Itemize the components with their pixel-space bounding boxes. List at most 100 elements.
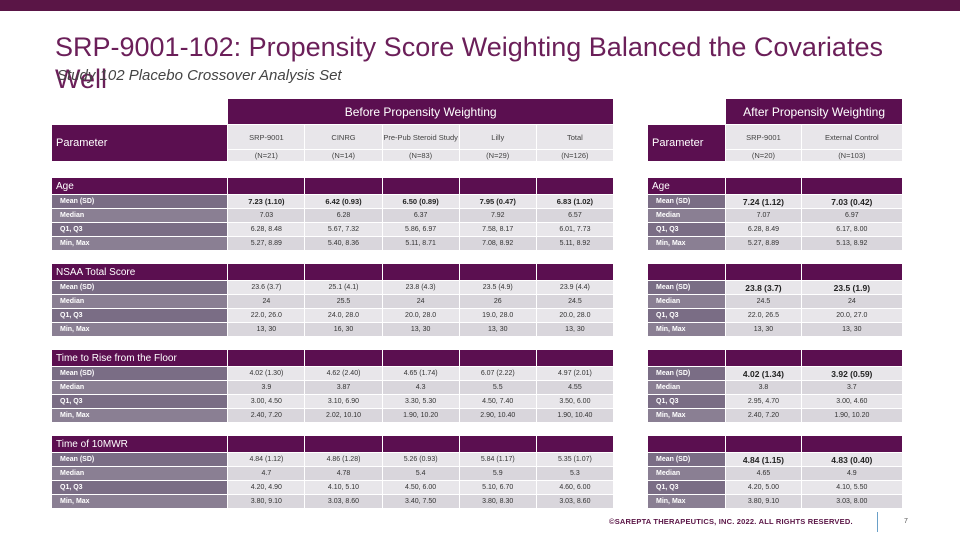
stat-value: 5.4 (382, 467, 459, 480)
stat-value: 13, 30 (726, 323, 801, 336)
header-spacer (648, 99, 725, 124)
section-header-row: Age (52, 178, 613, 194)
stat-value: 4.83 (0.40) (801, 453, 902, 466)
gap-cell (52, 337, 613, 349)
stat-row: Median 3.9 3.87 4.3 5.5 4.55 (52, 381, 613, 394)
stat-value: 2.02, 10.10 (305, 409, 382, 422)
stat-row: Median 4.7 4.78 5.4 5.9 5.3 (52, 467, 613, 480)
stat-value: 6.50 (0.89) (382, 195, 459, 208)
stat-value: 1.90, 10.20 (382, 409, 459, 422)
stat-row: Mean (SD) 4.84 (1.15) 4.83 (0.40) (648, 453, 902, 466)
stat-value: 24 (382, 295, 459, 308)
stat-value: 3.80, 9.10 (726, 495, 801, 508)
gap-cell (52, 162, 613, 177)
stat-value: 6.57 (536, 209, 613, 222)
stat-value: 13, 30 (801, 323, 902, 336)
stat-label: Mean (SD) (648, 453, 726, 466)
stat-label: Mean (SD) (52, 453, 228, 466)
stat-value: 24.5 (536, 295, 613, 308)
section-gap (648, 162, 902, 177)
stat-row: Mean (SD) 4.02 (1.30) 4.62 (2.40) 4.65 (1.7… (52, 367, 613, 380)
stat-value: 4.9 (801, 467, 902, 480)
stat-row: Mean (SD) 7.24 (1.12) 7.03 (0.42) (648, 195, 902, 208)
stat-value: 5.5 (459, 381, 536, 394)
stat-value: 7.95 (0.47) (459, 195, 536, 208)
parameter-header: Parameter (648, 125, 726, 161)
section-fill (801, 436, 902, 452)
stat-row: Q1, Q3 6.28, 8.49 6.17, 8.00 (648, 223, 902, 236)
section-fill (536, 264, 613, 280)
section-header-row (648, 264, 902, 280)
sample-size: (N=126) (536, 150, 613, 161)
stat-row: Median 24.5 24 (648, 295, 902, 308)
stat-value: 16, 30 (305, 323, 382, 336)
stat-value: 6.07 (2.22) (459, 367, 536, 380)
gap-cell (648, 423, 902, 435)
before-weighting-table: Before Propensity Weighting Parameter SRP-… (51, 98, 614, 509)
section-title (648, 350, 726, 366)
section-title: NSAA Total Score (52, 264, 228, 280)
column-header: CINRG (305, 125, 382, 149)
section-fill (382, 436, 459, 452)
stat-label: Median (648, 209, 726, 222)
stat-label: Mean (SD) (648, 281, 726, 294)
stat-value: 5.86, 6.97 (382, 223, 459, 236)
stat-value: 24.5 (726, 295, 801, 308)
stat-value: 4.60, 6.00 (536, 481, 613, 494)
stat-value: 13, 30 (228, 323, 305, 336)
section-gap (52, 251, 613, 263)
stat-value: 5.10, 6.70 (459, 481, 536, 494)
stat-value: 5.27, 8.89 (726, 237, 801, 250)
stat-value: 1.90, 10.40 (536, 409, 613, 422)
top-accent-bar (0, 0, 960, 11)
stat-row: Q1, Q3 3.00, 4.50 3.10, 6.90 3.30, 5.30 4.50… (52, 395, 613, 408)
stat-value: 3.00, 4.50 (228, 395, 305, 408)
stat-value: 23.6 (3.7) (228, 281, 305, 294)
stat-value: 7.07 (726, 209, 801, 222)
stat-value: 2.95, 4.70 (726, 395, 801, 408)
section-fill (228, 436, 305, 452)
section-fill (459, 350, 536, 366)
stat-value: 3.10, 6.90 (305, 395, 382, 408)
stat-row: Min, Max 3.80, 9.10 3.03, 8.00 (648, 495, 902, 508)
sample-size: (N=29) (459, 150, 536, 161)
stat-value: 6.83 (1.02) (536, 195, 613, 208)
stat-value: 4.20, 5.00 (726, 481, 801, 494)
stat-row: Mean (SD) 4.02 (1.34) 3.92 (0.59) (648, 367, 902, 380)
stat-value: 26 (459, 295, 536, 308)
after-weighting-table: After Propensity Weighting Parameter SRP-9… (647, 98, 903, 509)
stat-label: Q1, Q3 (648, 395, 726, 408)
stat-value: 2.40, 7.20 (228, 409, 305, 422)
stat-value: 5.26 (0.93) (382, 453, 459, 466)
stat-row: Q1, Q3 22.0, 26.5 20.0, 27.0 (648, 309, 902, 322)
section-gap (648, 423, 902, 435)
stat-value: 3.80, 9.10 (228, 495, 305, 508)
section-fill (801, 350, 902, 366)
stat-value: 7.08, 8.92 (459, 237, 536, 250)
stat-row: Median 3.8 3.7 (648, 381, 902, 394)
stat-label: Min, Max (648, 495, 726, 508)
stat-label: Min, Max (648, 323, 726, 336)
parameter-header: Parameter (52, 125, 228, 161)
stat-row: Mean (SD) 7.23 (1.10) 6.42 (0.93) 6.50 (0.8… (52, 195, 613, 208)
stat-value: 4.65 (1.74) (382, 367, 459, 380)
stat-value: 4.10, 5.10 (305, 481, 382, 494)
stat-value: 3.9 (228, 381, 305, 394)
section-fill (228, 350, 305, 366)
stat-value: 22.0, 26.0 (228, 309, 305, 322)
stat-value: 5.11, 8.92 (536, 237, 613, 250)
stat-value: 3.30, 5.30 (382, 395, 459, 408)
section-fill (382, 350, 459, 366)
column-header: Lilly (459, 125, 536, 149)
stat-value: 24.0, 28.0 (305, 309, 382, 322)
stat-value: 4.50, 6.00 (382, 481, 459, 494)
stat-label: Median (52, 209, 228, 222)
stat-value: 23.8 (4.3) (382, 281, 459, 294)
stat-row: Median 7.03 6.28 6.37 7.92 6.57 (52, 209, 613, 222)
stat-label: Min, Max (52, 409, 228, 422)
stat-label: Mean (SD) (52, 195, 228, 208)
stat-row: Median 7.07 6.97 (648, 209, 902, 222)
copyright-footer: ©SAREPTA THERAPEUTICS, INC. 2022. ALL RI… (609, 517, 853, 526)
section-header-row: Time to Rise from the Floor (52, 350, 613, 366)
stat-label: Mean (SD) (52, 281, 228, 294)
